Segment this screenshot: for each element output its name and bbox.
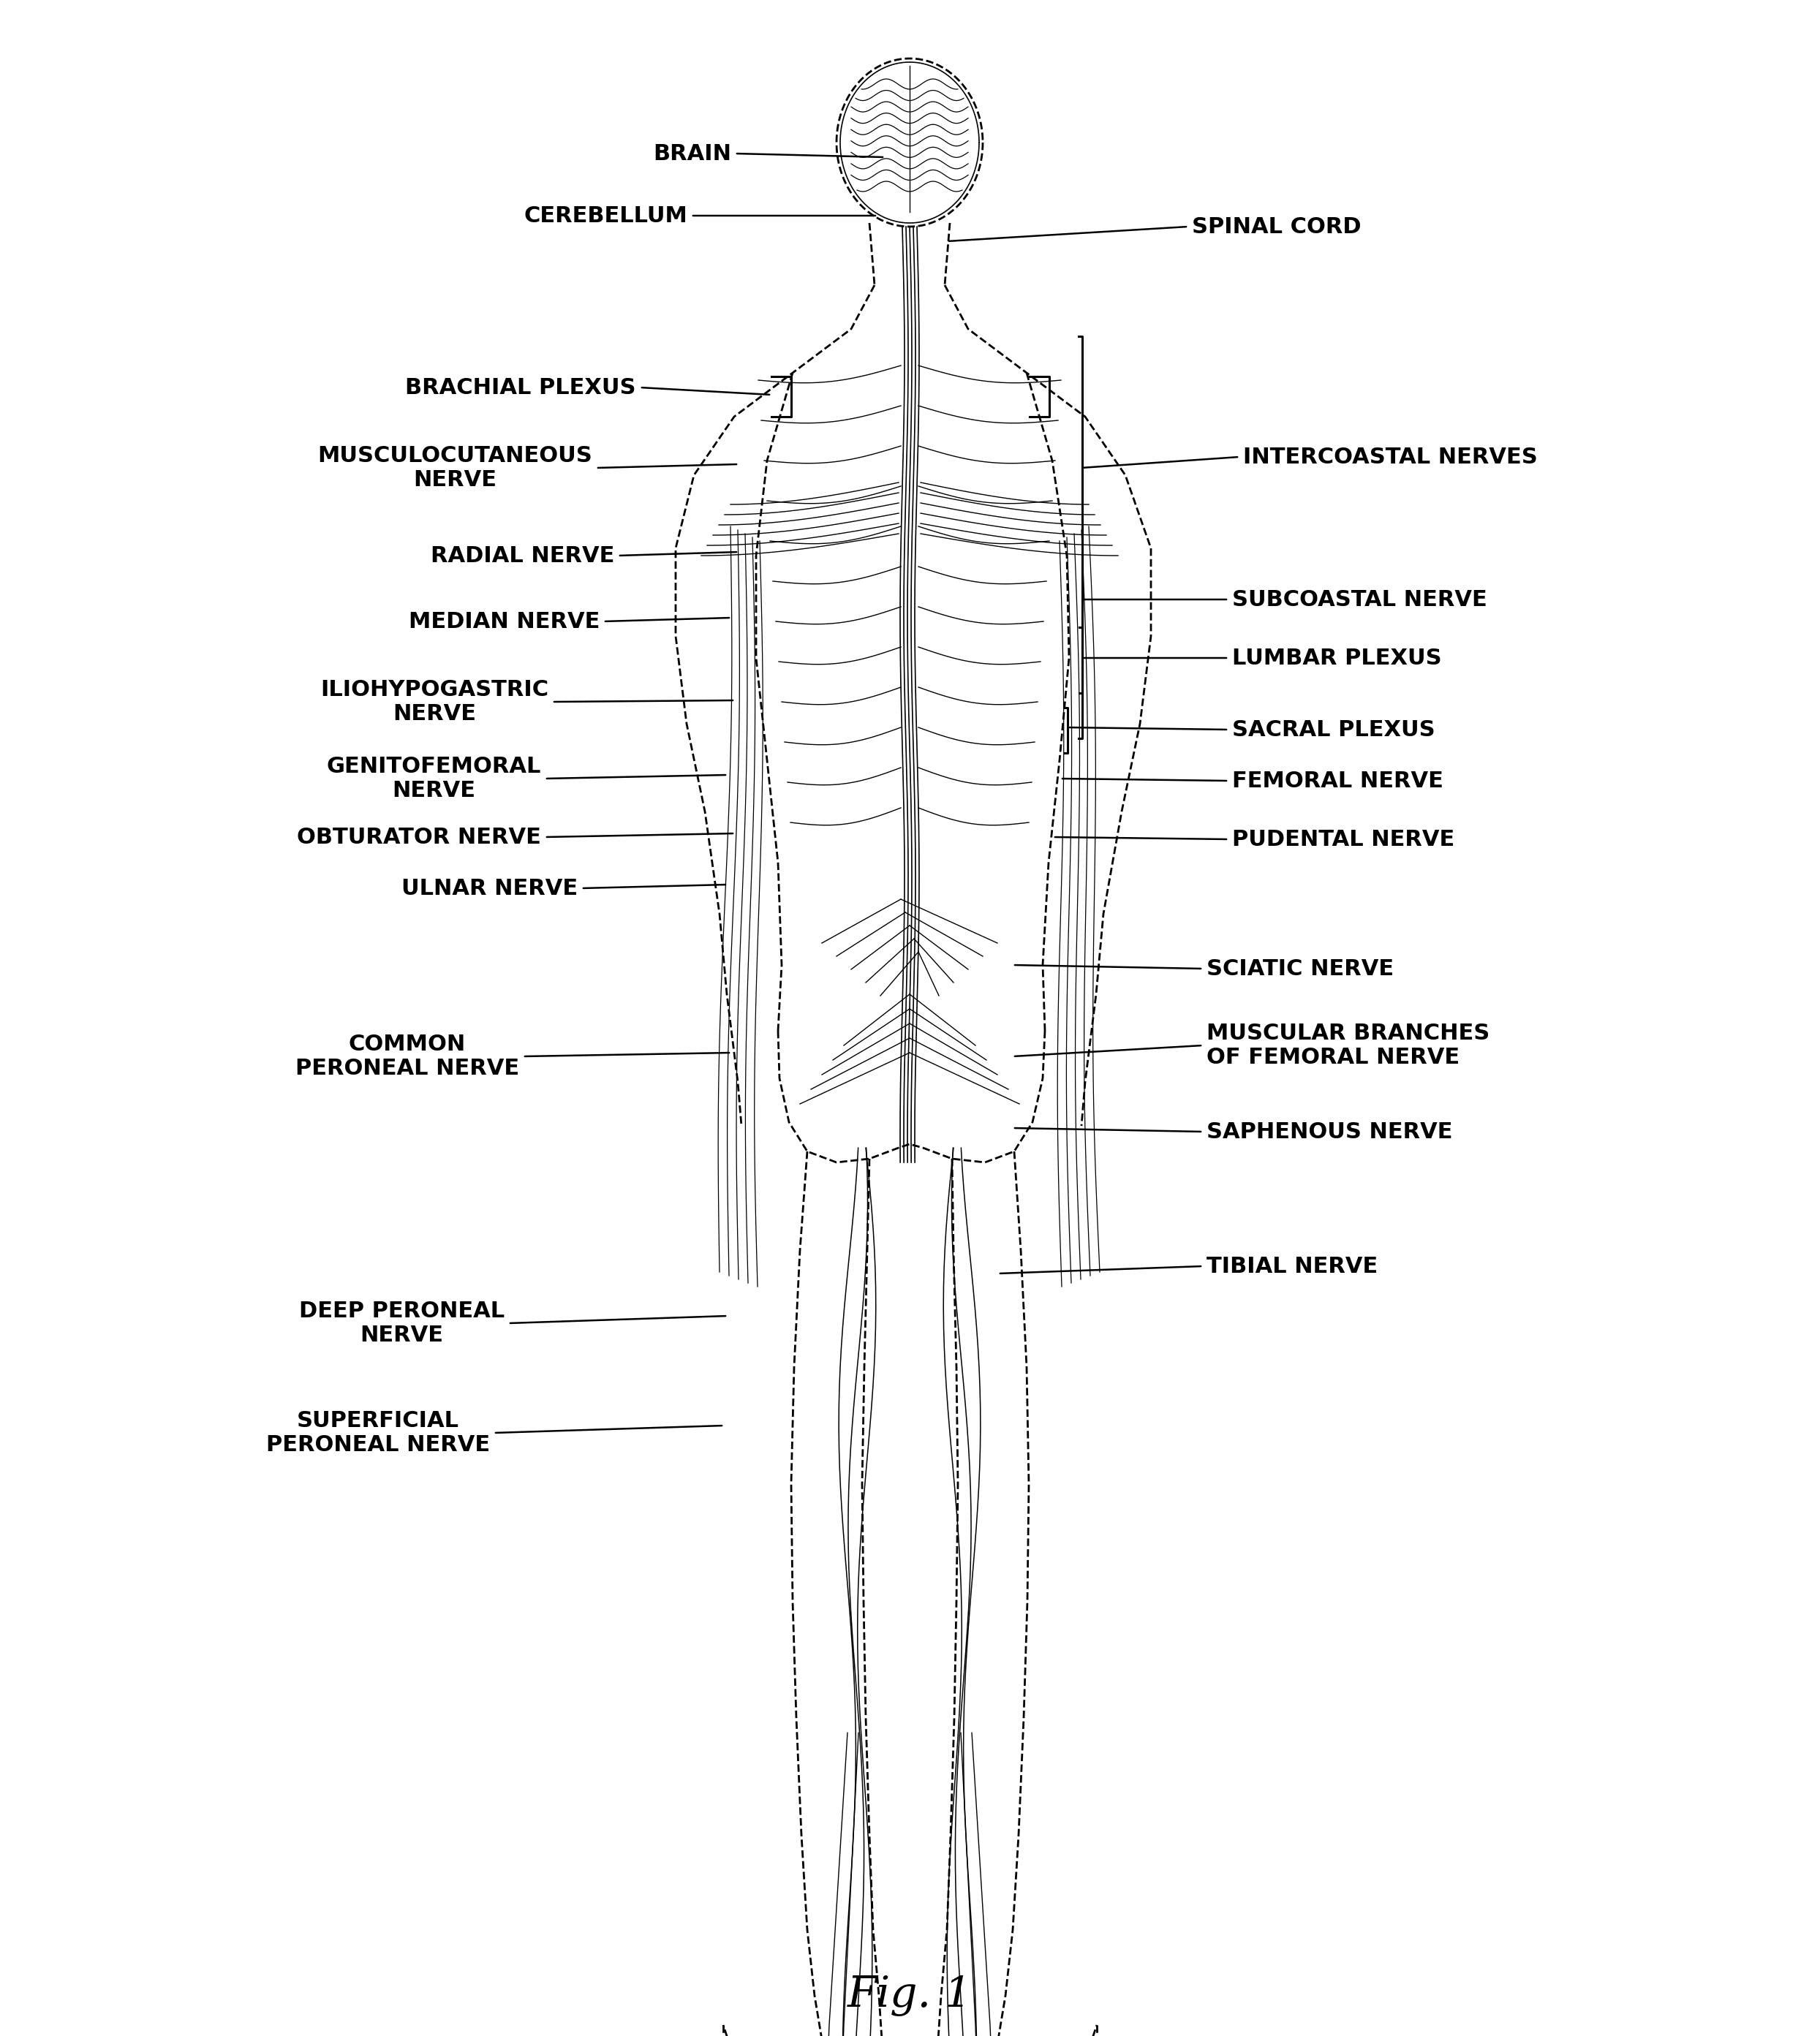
Text: SACRAL PLEXUS: SACRAL PLEXUS [1232,719,1436,741]
Text: CEREBELLUM: CEREBELLUM [524,206,688,226]
Text: SUPERFICIAL
PERONEAL NERVE: SUPERFICIAL PERONEAL NERVE [266,1411,490,1456]
Text: MUSCULOCUTANEOUS
NERVE: MUSCULOCUTANEOUS NERVE [317,446,592,491]
Text: MEDIAN NERVE: MEDIAN NERVE [408,611,599,631]
Text: Fig. 1: Fig. 1 [848,1975,972,2016]
Text: DEEP PERONEAL
NERVE: DEEP PERONEAL NERVE [298,1301,504,1346]
Text: PUDENTAL NERVE: PUDENTAL NERVE [1232,829,1454,849]
Text: SAPHENOUS NERVE: SAPHENOUS NERVE [1207,1122,1452,1142]
Text: INTERCOASTAL NERVES: INTERCOASTAL NERVES [1243,446,1538,468]
Text: TIBIAL NERVE: TIBIAL NERVE [1207,1256,1378,1277]
Text: BRAIN: BRAIN [653,143,732,165]
Text: SCIATIC NERVE: SCIATIC NERVE [1207,959,1394,979]
Text: LUMBAR PLEXUS: LUMBAR PLEXUS [1232,647,1441,668]
Text: FEMORAL NERVE: FEMORAL NERVE [1232,770,1443,792]
Text: SUBCOASTAL NERVE: SUBCOASTAL NERVE [1232,588,1487,611]
Text: GENITOFEMORAL
NERVE: GENITOFEMORAL NERVE [326,755,541,802]
Text: ILIOHYPOGASTRIC
NERVE: ILIOHYPOGASTRIC NERVE [320,678,548,725]
Text: ULNAR NERVE: ULNAR NERVE [402,878,577,898]
Text: SPINAL CORD: SPINAL CORD [1192,216,1361,238]
Text: RADIAL NERVE: RADIAL NERVE [430,546,613,566]
Text: OBTURATOR NERVE: OBTURATOR NERVE [297,827,541,847]
Text: BRACHIAL PLEXUS: BRACHIAL PLEXUS [406,377,637,399]
Text: COMMON
PERONEAL NERVE: COMMON PERONEAL NERVE [295,1034,519,1079]
Text: MUSCULAR BRANCHES
OF FEMORAL NERVE: MUSCULAR BRANCHES OF FEMORAL NERVE [1207,1022,1491,1069]
